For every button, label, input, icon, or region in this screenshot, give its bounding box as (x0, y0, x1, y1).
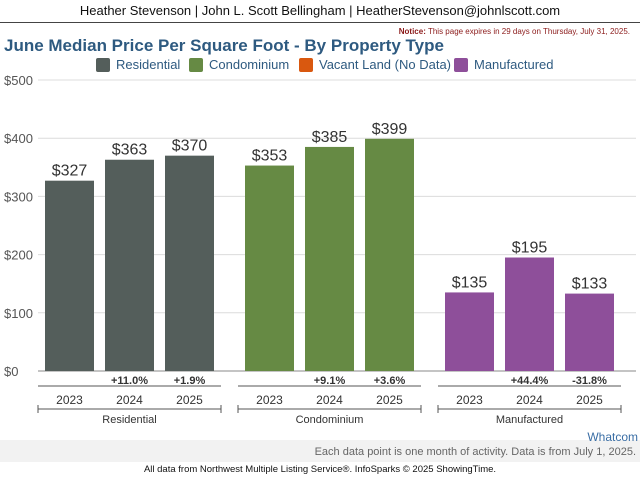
y-tick-label: $200 (4, 248, 33, 263)
x-tick-label: 2023 (256, 393, 283, 407)
x-tick-label: 2024 (116, 393, 143, 407)
change-label: +9.1% (314, 375, 346, 387)
legend-swatch-residential (96, 57, 110, 72)
legend-item-condominium[interactable]: Condominium (189, 57, 289, 72)
legend-swatch-condominium (189, 57, 203, 72)
bar (505, 257, 554, 371)
change-label: -31.8% (572, 375, 607, 387)
bar-value-label: $135 (452, 274, 488, 291)
bar (365, 138, 414, 371)
change-label: +3.6% (374, 375, 406, 387)
y-tick-label: $100 (4, 306, 33, 321)
legend-label-vacant-land: Vacant Land (No Data) (319, 57, 451, 72)
footer-band (0, 440, 640, 462)
notice-label: Notice: (398, 27, 426, 36)
header-bar: Heather Stevenson | John L. Scott Bellin… (0, 0, 640, 23)
bar-value-label: $370 (172, 138, 208, 155)
x-tick-label: 2023 (456, 393, 483, 407)
legend-swatch-manufactured (454, 57, 468, 72)
x-tick-label: 2025 (576, 393, 603, 407)
bar (245, 165, 294, 371)
bar-value-label: $133 (572, 276, 608, 293)
change-label: +11.0% (111, 375, 148, 387)
bar-value-label: $385 (312, 129, 348, 146)
header-text: Heather Stevenson | John L. Scott Bellin… (79, 3, 561, 18)
legend-label-residential: Residential (116, 57, 181, 72)
x-tick-label: 2025 (376, 393, 403, 407)
group-label: Manufactured (496, 414, 563, 426)
expiry-notice: Notice: This page expires in 29 days on … (399, 27, 630, 36)
group-label: Residential (102, 414, 156, 426)
legend-label-condominium: Condominium (209, 57, 290, 72)
x-tick-label: 2023 (56, 393, 83, 407)
y-tick-label: $500 (4, 73, 33, 88)
y-tick-label: $400 (4, 131, 33, 146)
bar (165, 155, 214, 371)
legend-swatch-vacant-land (299, 57, 313, 72)
chart-legend: Residential Condominium Vacant Land (No … (0, 57, 640, 73)
legend-label-manufactured: Manufactured (474, 57, 554, 72)
change-label: +44.4% (511, 375, 549, 387)
footer-source: All data from Northwest Multiple Listing… (143, 464, 497, 475)
region-label: Whatcom (587, 430, 638, 444)
bar (105, 159, 154, 371)
legend-item-residential[interactable]: Residential (96, 57, 180, 72)
bar-value-label: $327 (52, 163, 88, 180)
change-label: +1.9% (174, 375, 206, 387)
y-tick-label: $0 (4, 364, 18, 379)
bar-value-label: $353 (252, 148, 288, 165)
x-tick-label: 2024 (316, 393, 343, 407)
bar-value-label: $363 (112, 142, 148, 159)
x-tick-label: 2025 (176, 393, 203, 407)
bar-value-label: $399 (372, 121, 408, 138)
chart-title: June Median Price Per Square Foot - By P… (4, 36, 444, 55)
footer-note: Each data point is one month of activity… (314, 446, 636, 458)
x-tick-label: 2024 (516, 393, 543, 407)
bar (565, 293, 614, 371)
legend-item-vacant-land[interactable]: Vacant Land (No Data) (299, 57, 451, 72)
legend-item-manufactured[interactable]: Manufactured (454, 57, 554, 72)
notice-text: This page expires in 29 days on Thursday… (427, 27, 630, 36)
bar (445, 292, 494, 371)
group-label: Condominium (296, 414, 364, 426)
bar (305, 146, 354, 371)
y-tick-label: $300 (4, 189, 33, 204)
bar (45, 180, 94, 371)
bar-value-label: $195 (512, 240, 548, 257)
